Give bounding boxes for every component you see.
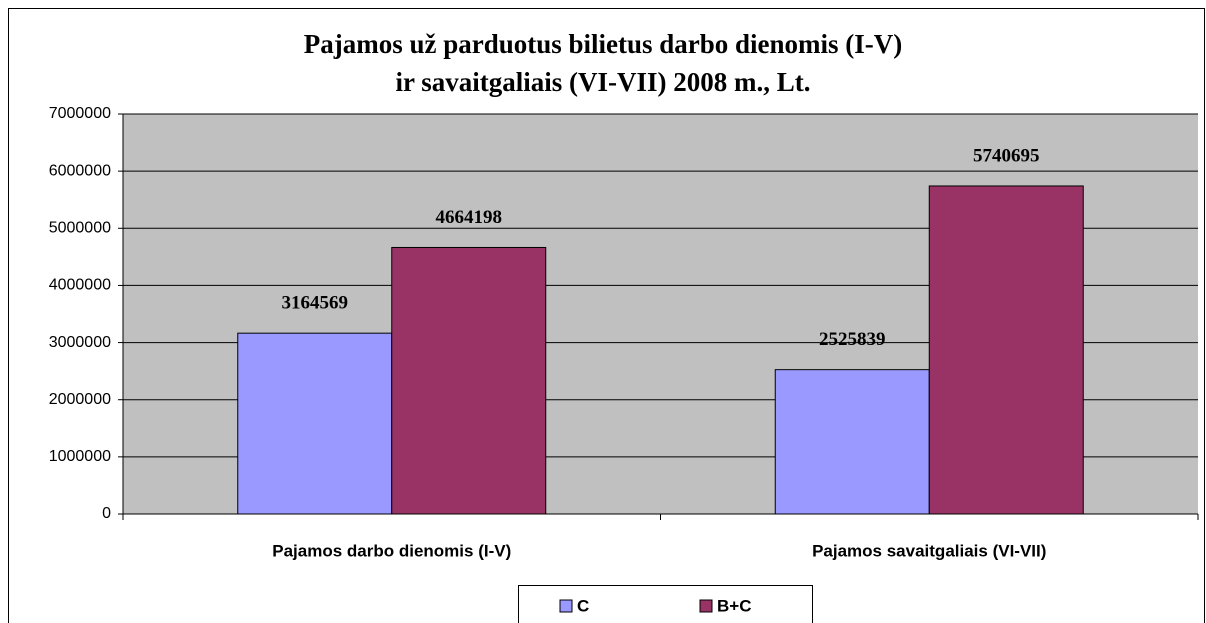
data-label: 2525839	[819, 329, 886, 350]
y-tick-label: 1000000	[49, 448, 111, 465]
legend-swatch	[559, 599, 573, 613]
data-label: 5740695	[973, 145, 1040, 166]
bar	[391, 246, 547, 515]
x-tick-label: Pajamos savaitgaliais (VI-VII)	[812, 541, 1046, 560]
bar	[774, 369, 930, 515]
chart-title: ir savaitgaliais (VI-VII) 2008 m., Lt.	[396, 67, 811, 97]
y-tick-label: 4000000	[49, 277, 111, 294]
chart-title: Pajamos už parduotus bilietus darbo dien…	[304, 29, 903, 59]
legend-label: C	[577, 596, 589, 615]
legend-swatch	[699, 599, 713, 613]
bar	[928, 185, 1084, 515]
data-label: 3164569	[282, 293, 349, 314]
legend-box	[518, 585, 813, 623]
x-tick-label: Pajamos darbo dienomis (I-V)	[272, 541, 511, 560]
y-tick-label: 3000000	[49, 334, 111, 351]
y-tick-label: 0	[102, 505, 111, 522]
y-tick-label: 2000000	[49, 391, 111, 408]
legend-label: B+C	[717, 596, 751, 615]
y-tick-label: 6000000	[49, 162, 111, 179]
data-label: 4664198	[436, 207, 503, 228]
y-tick-label: 5000000	[49, 220, 111, 237]
y-tick-label: 7000000	[49, 105, 111, 122]
bar	[237, 332, 393, 515]
